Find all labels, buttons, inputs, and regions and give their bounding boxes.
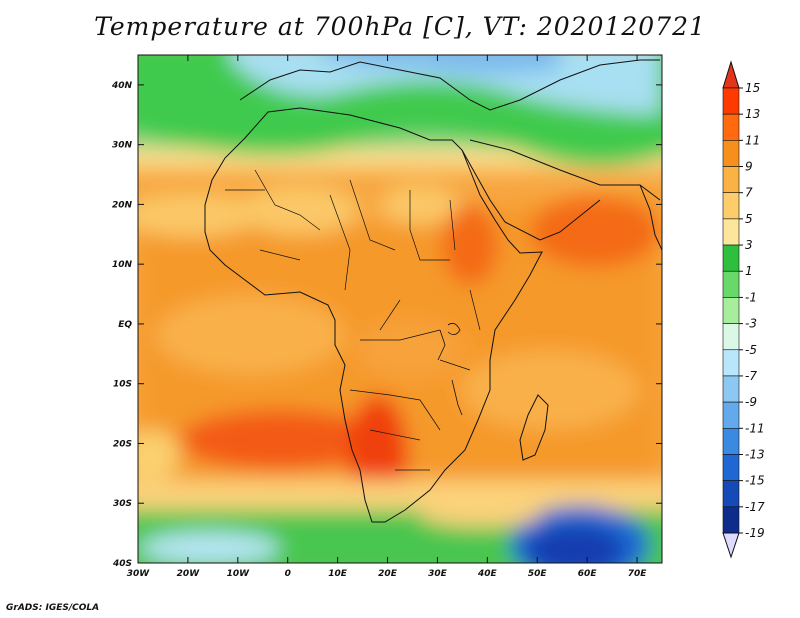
colorbar-swatch xyxy=(722,375,740,403)
colorbar-label: -19 xyxy=(745,526,765,540)
colorbar-label: -5 xyxy=(745,343,757,357)
lon-label: 60E xyxy=(578,569,598,579)
lat-label: 30S xyxy=(113,499,132,509)
madagascar-coastline xyxy=(519,394,549,461)
lat-label: 20S xyxy=(113,439,132,449)
colorbar-label: 7 xyxy=(745,186,753,200)
colorbar-swatch xyxy=(722,480,740,508)
colorbar-label: 5 xyxy=(745,212,753,226)
lon-label: 10W xyxy=(227,569,251,579)
colorbar-bottom-arrow xyxy=(722,532,740,559)
colorbar-swatch xyxy=(722,349,740,377)
colorbar-label: 15 xyxy=(745,81,760,95)
lat-label: 40S xyxy=(112,559,132,569)
colorbar-label: 1 xyxy=(745,264,753,278)
lon-label: 20W xyxy=(177,569,201,579)
lon-label: 40E xyxy=(477,569,498,579)
lon-label: 30E xyxy=(428,569,448,579)
europe-coastline xyxy=(239,59,660,111)
colorbar-label: -11 xyxy=(745,421,765,435)
india-coastline xyxy=(639,184,662,251)
lon-label: 50E xyxy=(528,569,548,579)
colorbar-swatch xyxy=(722,297,740,324)
lon-label: 20E xyxy=(378,569,398,579)
lat-label: EQ xyxy=(118,320,132,330)
latitude-axis: 40S 30S 20S 10S EQ 10N 20N 30N 40N xyxy=(111,81,662,569)
colorbar-label: 9 xyxy=(745,160,753,174)
lat-label: 20N xyxy=(112,200,133,210)
lakes xyxy=(437,322,463,416)
colorbar-top-arrow xyxy=(722,60,740,89)
red-sea-coast xyxy=(461,149,506,223)
africa-coastline xyxy=(204,107,543,523)
colorbar-swatch xyxy=(722,140,740,167)
lat-label: 10N xyxy=(112,260,133,270)
colorbar-label: 3 xyxy=(745,238,753,252)
colorbar-label: -15 xyxy=(745,474,765,488)
lon-label: 70E xyxy=(628,569,648,579)
plot-frame xyxy=(137,54,663,564)
colorbar-label: 13 xyxy=(745,107,760,121)
colorbar-swatch xyxy=(722,454,740,481)
colorbar-label: -17 xyxy=(745,500,765,514)
colorbar: 15 13 11 9 7 5 3 1 -1 -3 -5 -7 -9 -11 -13 -15 -17 -19 xyxy=(722,60,765,559)
grads-credit: GrADS: IGES/COLA xyxy=(6,603,100,613)
colorbar-label: -3 xyxy=(745,317,757,331)
colorbar-swatch xyxy=(722,166,740,194)
lat-label: 40N xyxy=(111,81,133,91)
colorbar-label: -7 xyxy=(745,369,757,383)
colorbar-swatch xyxy=(722,87,740,115)
country-borders xyxy=(225,169,481,471)
colorbar-label: -1 xyxy=(745,290,757,304)
lon-label: 10E xyxy=(328,569,348,579)
colorbar-swatch xyxy=(722,113,740,141)
colorbar-swatch xyxy=(722,192,740,220)
colorbar-swatch xyxy=(722,506,740,534)
lon-label: 0 xyxy=(285,569,291,579)
colorbar-swatch xyxy=(722,218,740,246)
map-title: Temperature at 700hPa [C], VT: 202012072… xyxy=(94,12,706,41)
colorbar-swatch xyxy=(722,401,740,429)
arabia-coastline xyxy=(469,139,661,241)
temperature-field xyxy=(138,55,662,563)
colorbar-label: -9 xyxy=(745,395,757,409)
colorbar-label: 11 xyxy=(745,133,760,147)
colorbar-swatch xyxy=(722,270,740,298)
longitude-axis: 30W 20W 10W 0 10E 20E 30E 40E 50E 60E 70E xyxy=(127,55,647,579)
coastlines-and-borders xyxy=(204,59,662,523)
lat-label: 30N xyxy=(112,141,133,151)
colorbar-swatch xyxy=(722,427,740,455)
lon-label: 30W xyxy=(127,569,151,579)
lat-label: 10S xyxy=(113,380,132,390)
colorbar-swatch xyxy=(722,323,740,351)
colorbar-swatch xyxy=(722,244,740,272)
colorbar-label: -13 xyxy=(745,447,765,461)
